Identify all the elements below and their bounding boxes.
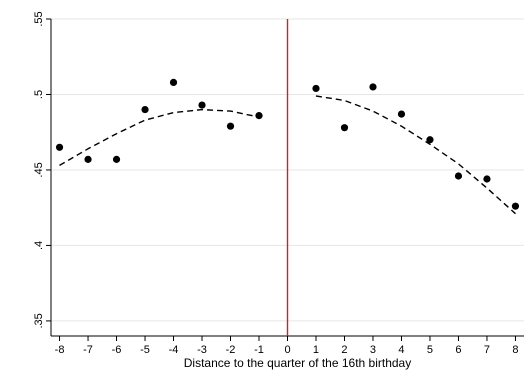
x-tick-label-1: -7	[83, 344, 93, 356]
data-point	[454, 172, 463, 180]
data-point	[369, 83, 377, 91]
y-tick-label-1: .4	[33, 241, 45, 250]
x-tick-label-15: 7	[484, 344, 490, 356]
data-point	[483, 175, 491, 183]
data-point	[340, 124, 349, 132]
fit-curves	[59, 95, 516, 215]
y-tick-label-3: .5	[33, 90, 45, 99]
data-point	[141, 105, 149, 114]
data-point	[426, 136, 434, 144]
x-tick-label-12: 4	[398, 344, 404, 356]
y-axis: .35 .4 .45 .5 .55	[33, 11, 52, 336]
data-point	[226, 122, 235, 130]
x-tick-label-5: -3	[197, 344, 207, 356]
x-tick-label-10: 2	[341, 344, 347, 356]
data-point	[312, 84, 320, 93]
x-tick-label-9: 1	[313, 344, 319, 356]
x-tick-label-4: -4	[169, 344, 179, 356]
x-tick-label-11: 3	[370, 344, 376, 356]
fit-curve-1	[315, 95, 516, 215]
x-axis-label: Distance to the quarter of the 16th birt…	[184, 356, 411, 370]
x-axis: -8 -7 -6 -5 -4 -3 -2 -1 0 1 2 3 4 5 6 7 8	[51, 335, 524, 356]
x-tick-label-13: 5	[427, 344, 433, 356]
y-tick-label-4: .55	[33, 11, 45, 26]
x-tick-label-6: -2	[226, 344, 236, 356]
data-point	[112, 155, 121, 163]
x-tick-label-0: -8	[55, 344, 65, 356]
x-tick-label-16: 8	[512, 344, 518, 356]
data-point	[511, 202, 520, 210]
x-tick-label-3: -5	[140, 344, 150, 356]
y-tick-label-0: .35	[33, 313, 45, 328]
data-point	[397, 110, 406, 118]
fit-curve-0	[59, 108, 260, 167]
data-point	[255, 112, 263, 120]
data-point	[198, 101, 206, 109]
data-point	[84, 155, 92, 163]
x-tick-label-7: -1	[254, 344, 264, 356]
y-tick-label-2: .45	[33, 162, 45, 177]
data-points	[55, 78, 520, 210]
x-tick-label-2: -6	[112, 344, 122, 356]
data-point	[169, 78, 178, 86]
data-point	[55, 143, 64, 151]
x-tick-label-14: 6	[455, 344, 461, 356]
x-tick-label-8: 0	[284, 344, 290, 356]
